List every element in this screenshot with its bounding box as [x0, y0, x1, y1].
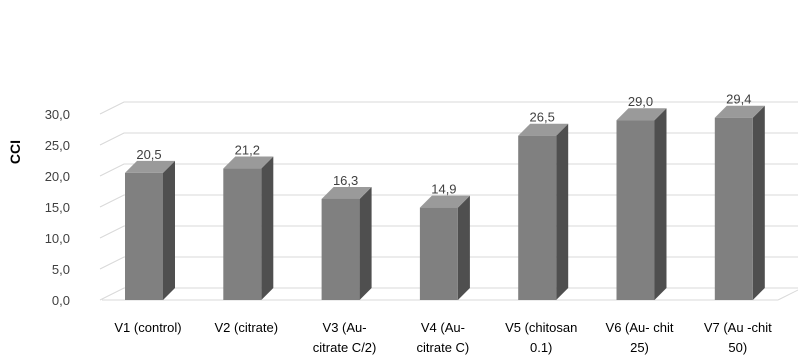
- bar: [616, 108, 667, 300]
- y-tick-labels: 0,0 5,0 10,0 15,0 20,0 25,0 30,0: [45, 107, 70, 308]
- bar: [419, 195, 470, 300]
- data-label: 29,4: [726, 92, 751, 107]
- y-axis-title: CCI: [7, 140, 23, 164]
- bar-side: [556, 123, 569, 300]
- bar-top: [518, 123, 569, 136]
- bar-front: [419, 207, 458, 300]
- gridline: [99, 225, 798, 239]
- y-tick-label: 30,0: [45, 107, 70, 122]
- gridline: [99, 287, 798, 301]
- bar-top: [321, 186, 372, 199]
- bar-side: [359, 186, 372, 300]
- y-tick-label: 20,0: [45, 169, 70, 184]
- bar: [714, 105, 765, 300]
- gridline: [99, 132, 798, 146]
- data-label: 14,9: [431, 182, 456, 197]
- data-label: 29,0: [628, 94, 653, 109]
- bar: [223, 156, 274, 300]
- bar-top: [223, 156, 274, 169]
- gridline: [99, 194, 798, 208]
- gridline: [99, 256, 798, 270]
- bar-front: [223, 168, 262, 300]
- bar: [321, 186, 372, 300]
- bar-side: [261, 156, 274, 300]
- bar-top: [419, 195, 470, 208]
- y-tick-label: 5,0: [52, 262, 70, 277]
- bar-side: [163, 160, 175, 300]
- y-tick-label: 10,0: [45, 231, 70, 246]
- y-tick-label: 25,0: [45, 138, 70, 153]
- bar: [518, 123, 569, 300]
- category-label: V3 (Au-citrate C/2): [313, 320, 377, 355]
- gridlines: [99, 101, 798, 301]
- bars: 20,5 21,2 16,3 14,9 26,5 29,0 29,4: [125, 92, 765, 300]
- category-label: V1 (control): [114, 320, 181, 335]
- category-label: V7 (Au -chit 50): [704, 320, 772, 355]
- y-tick-label: 15,0: [45, 200, 70, 215]
- category-label: V2 (citrate): [215, 320, 279, 335]
- category-label: V4 (Au-citrate C): [417, 320, 470, 355]
- bar: [125, 160, 175, 300]
- gridline: [99, 163, 798, 177]
- category-label: V6 (Au- chit 25): [606, 320, 674, 355]
- floor-edge: [777, 289, 798, 301]
- data-label: 16,3: [333, 173, 358, 188]
- bar-top: [125, 160, 175, 173]
- category-labels: V1 (control) V2 (citrate) V3 (Au-citrate C…: [114, 320, 772, 355]
- gridline: [99, 101, 798, 115]
- bar-side: [752, 105, 765, 300]
- category-label: V5 (chitosan 0.1): [505, 320, 577, 355]
- bar-side: [654, 108, 667, 300]
- bar-front: [321, 198, 360, 300]
- bar-front: [125, 172, 163, 300]
- bar-front: [518, 135, 557, 300]
- bar-side: [457, 195, 470, 300]
- data-label: 20,5: [136, 147, 161, 162]
- bar-top: [714, 105, 765, 118]
- bar-front: [616, 120, 655, 300]
- y-tick-label: 0,0: [52, 293, 70, 308]
- data-label: 26,5: [530, 110, 555, 125]
- bar-top: [616, 108, 667, 121]
- bar-front: [714, 117, 753, 300]
- data-label: 21,2: [235, 143, 260, 158]
